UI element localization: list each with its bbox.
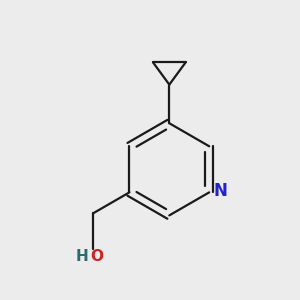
Text: N: N (214, 182, 227, 200)
Text: H: H (76, 249, 88, 264)
Text: O: O (91, 249, 103, 264)
